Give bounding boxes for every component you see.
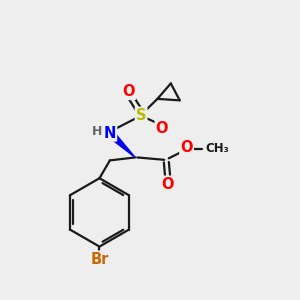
Text: O: O [180,140,193,155]
Text: O: O [156,121,168,136]
Text: O: O [122,84,135,99]
Text: Br: Br [90,252,109,267]
Polygon shape [107,130,135,158]
Text: H: H [92,125,103,138]
Text: O: O [162,177,174,192]
Text: N: N [104,126,116,141]
Text: CH₃: CH₃ [205,142,229,155]
Text: S: S [136,108,146,123]
